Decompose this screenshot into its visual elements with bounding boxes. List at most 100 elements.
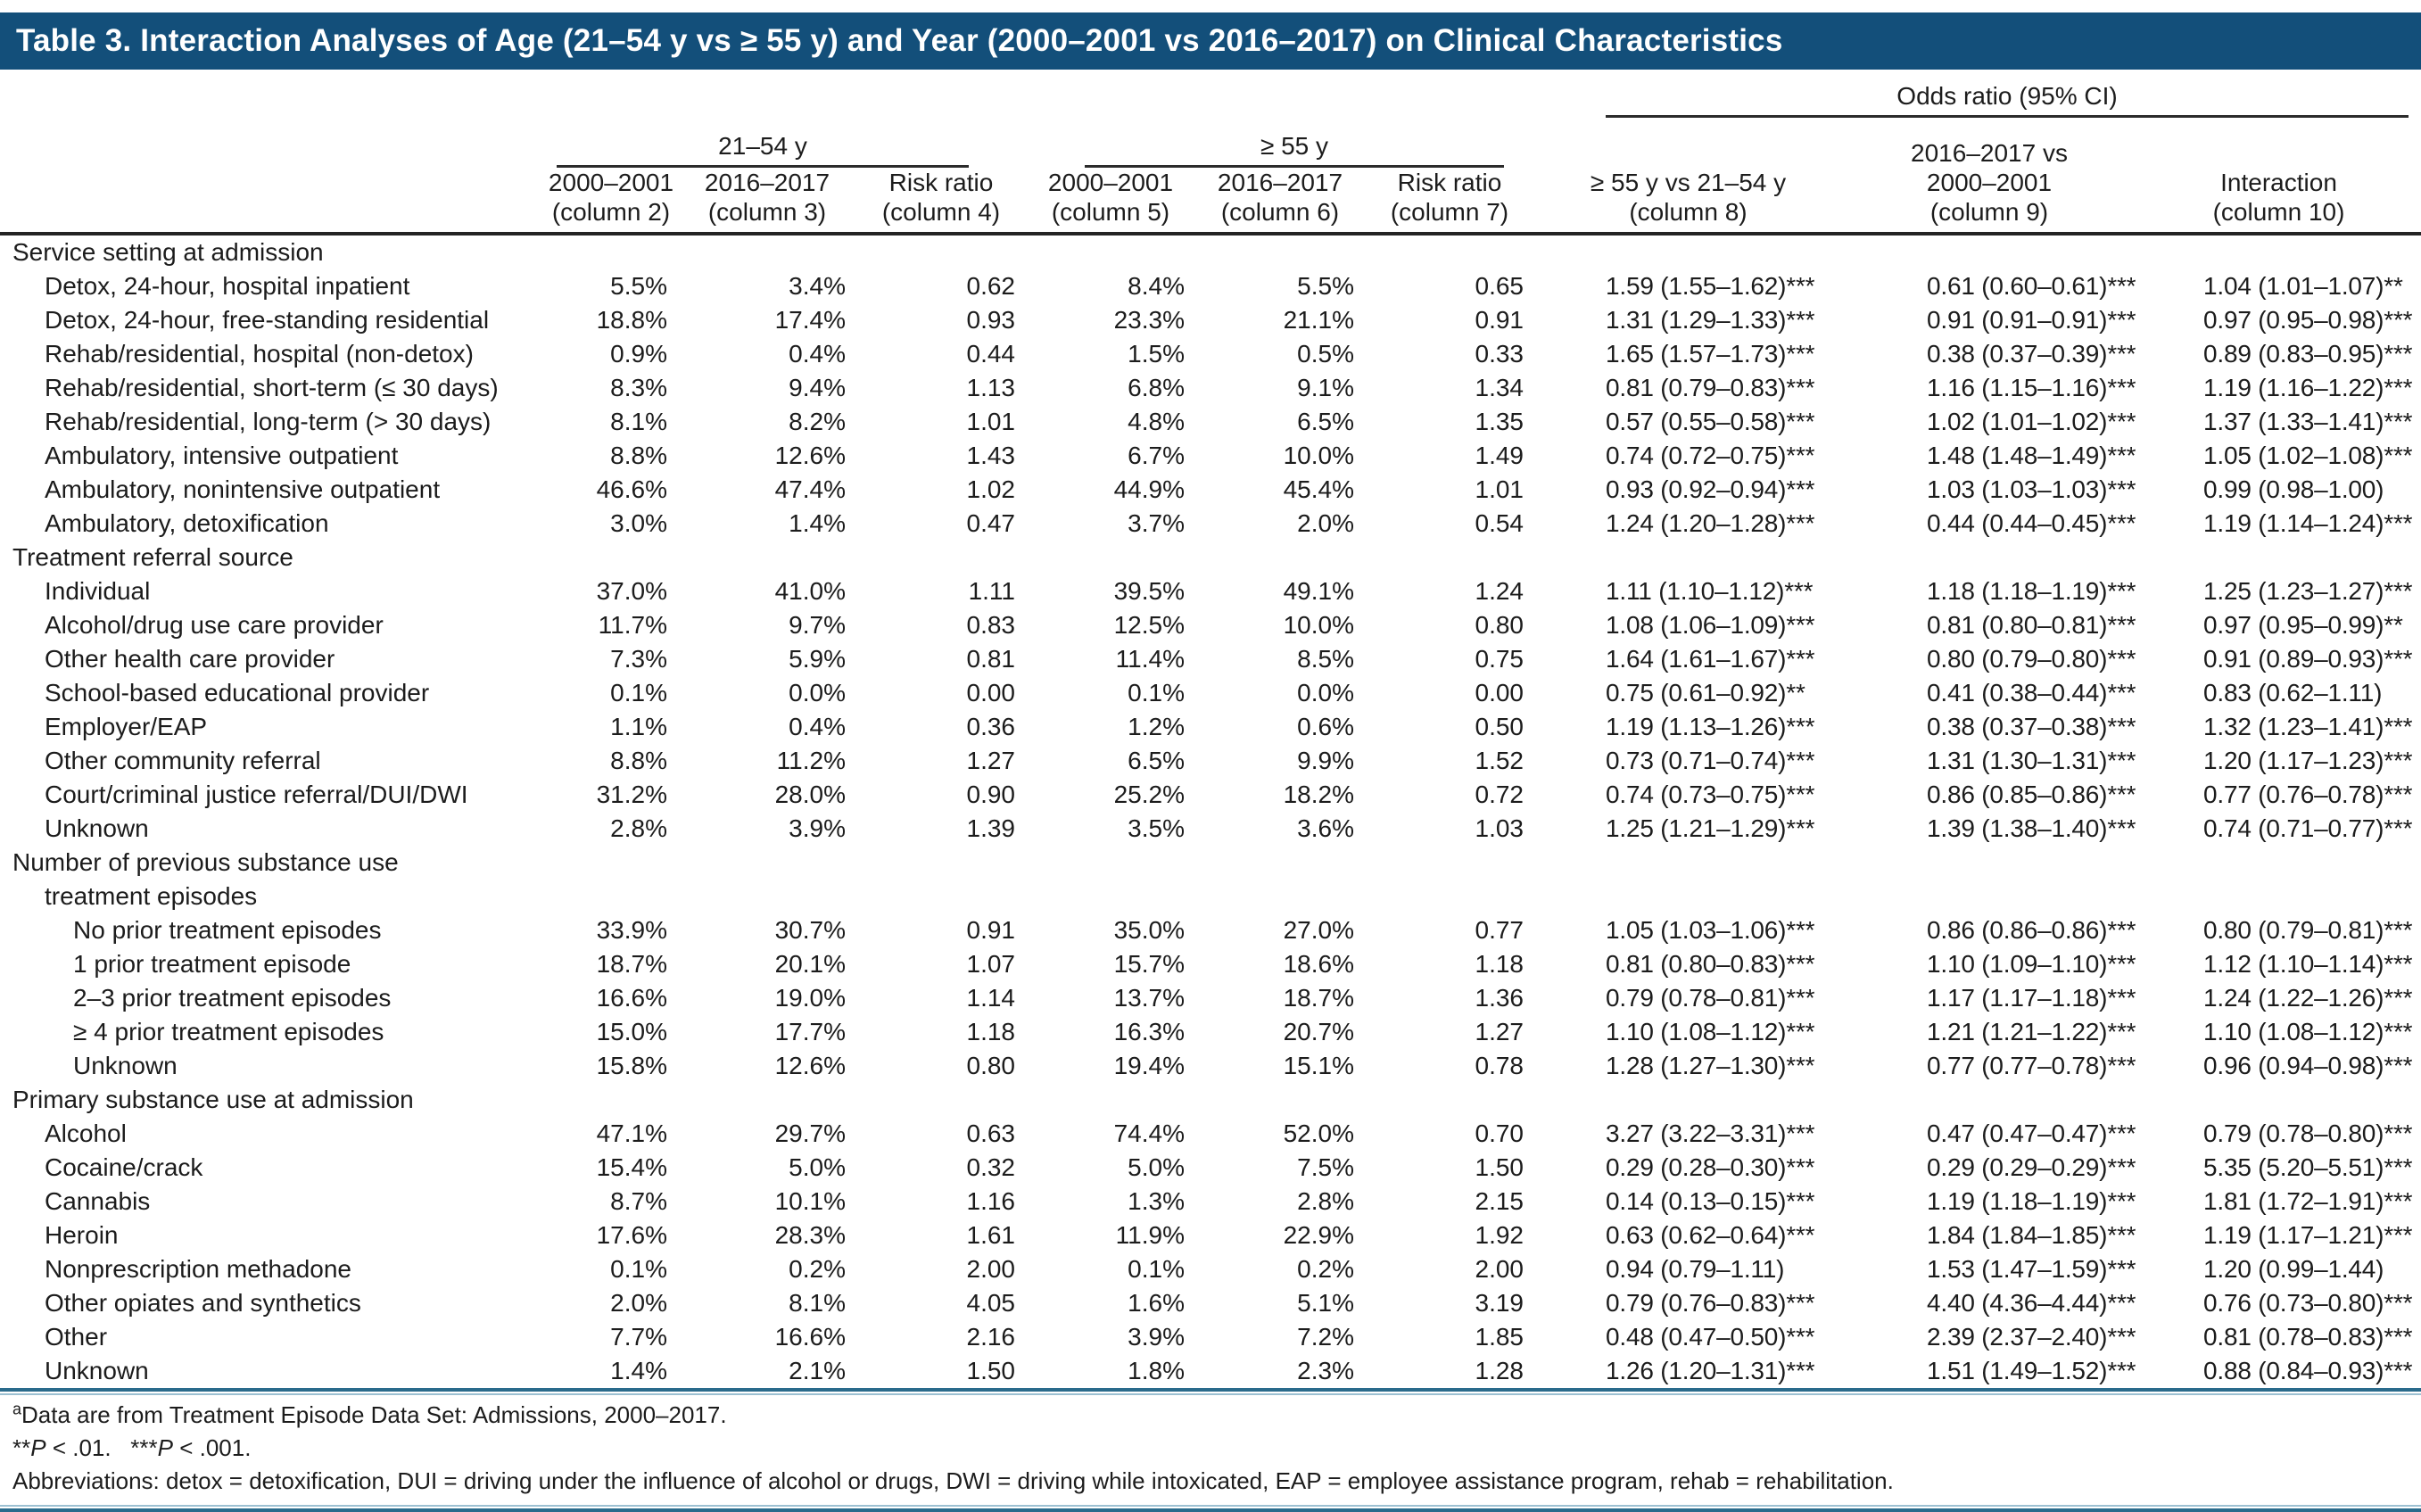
section-header-row: Primary substance use at admission [0, 1083, 2421, 1117]
row-label: 2–3 prior treatment episodes [73, 984, 392, 1012]
cell-column-4: 1.16 [966, 1187, 1016, 1215]
cell-column-7: 0.72 [1475, 781, 1524, 808]
age-21-54-group-header: 21–54 y [544, 118, 1026, 168]
column-header-line: (column 5) [1051, 198, 1170, 226]
column-header-line: (column 9) [1929, 198, 2049, 226]
table-row: Ambulatory, detoxification 3.0% 1.4% 0.47 3.… [0, 507, 2421, 541]
cell-column-2: 15.8% [596, 1052, 667, 1079]
footnote-pvalue-p: P [30, 1434, 46, 1461]
cell-column-10: 1.10 (1.08–1.12)*** [2203, 1018, 2413, 1045]
cell-column-5: 0.1% [1128, 1255, 1185, 1283]
cell-column-10: 1.81 (1.72–1.91)*** [2203, 1187, 2413, 1215]
row-label: Detox, 24-hour, free-standing residentia… [45, 306, 490, 334]
cell-column-7: 0.65 [1475, 272, 1524, 300]
column-header-line: 2016–2017 [1217, 169, 1343, 196]
row-label: No prior treatment episodes [73, 916, 382, 944]
cell-column-3: 10.1% [774, 1187, 846, 1215]
cell-column-2: 37.0% [596, 577, 667, 605]
cell-column-6: 52.0% [1283, 1120, 1354, 1147]
cell-column-10: 0.79 (0.78–0.80)*** [2203, 1120, 2413, 1147]
cell-column-9: 1.16 (1.15–1.16)*** [1927, 374, 2136, 401]
cell-column-9: 1.19 (1.18–1.19)*** [1927, 1187, 2136, 1215]
cell-column-6: 3.6% [1297, 814, 1354, 842]
column-4-header: Risk ratio (column 4) [856, 168, 1026, 235]
table-row: Alcohol/drug use care provider 11.7% 9.7% 0… [0, 608, 2421, 642]
cell-column-2: 8.8% [610, 747, 667, 774]
column-header-line: (column 2) [551, 198, 671, 226]
cell-column-2: 8.8% [610, 442, 667, 469]
cell-column-6: 22.9% [1283, 1221, 1354, 1249]
cell-column-7: 0.33 [1475, 340, 1524, 368]
column-10-header: Interaction (column 10) [2136, 118, 2421, 235]
column-6-header: 2016–2017 (column 6) [1195, 168, 1365, 235]
column-header-line: 2000–2001 [1047, 169, 1174, 196]
cell-column-9: 0.80 (0.79–0.80)*** [1927, 645, 2136, 673]
cell-column-7: 0.91 [1475, 306, 1524, 334]
cell-column-9: 1.51 (1.49–1.52)*** [1927, 1357, 2136, 1384]
age-21-54-group-label: 21–54 y [718, 132, 807, 160]
cell-column-4: 0.90 [966, 781, 1016, 808]
table-row: Nonprescription methadone 0.1% 0.2% 2.00 0.1… [0, 1252, 2421, 1286]
cell-column-7: 1.50 [1475, 1153, 1524, 1181]
cell-column-6: 2.0% [1297, 509, 1354, 537]
table-end-rule [0, 1388, 2421, 1395]
cell-column-10: 0.74 (0.71–0.77)*** [2203, 814, 2413, 842]
column-header-line: 2000–2001 [548, 169, 674, 196]
cell-column-8: 1.31 (1.29–1.33)*** [1606, 306, 1815, 334]
table-row: Ambulatory, nonintensive outpatient 46.6%… [0, 473, 2421, 507]
cell-column-6: 0.6% [1297, 713, 1354, 740]
cell-column-6: 49.1% [1283, 577, 1354, 605]
table-row: Court/criminal justice referral/DUI/DWI 3… [0, 778, 2421, 812]
cell-column-2: 18.7% [596, 950, 667, 978]
row-label: Ambulatory, detoxification [45, 509, 329, 537]
cell-column-6: 9.9% [1297, 747, 1354, 774]
cell-column-4: 0.80 [966, 1052, 1016, 1079]
cell-column-3: 3.4% [789, 272, 846, 300]
bottom-rule-dark [0, 1508, 2421, 1512]
cell-column-10: 1.12 (1.10–1.14)*** [2203, 950, 2413, 978]
cell-column-7: 1.49 [1475, 442, 1524, 469]
cell-column-7: 1.28 [1475, 1357, 1524, 1384]
row-label: Rehab/residential, short-term (≤ 30 days… [45, 374, 499, 401]
cell-column-7: 1.34 [1475, 374, 1524, 401]
cell-column-3: 12.6% [774, 442, 846, 469]
row-label: Individual [45, 577, 151, 605]
cell-column-6: 20.7% [1283, 1018, 1354, 1045]
section-label: Treatment referral source [12, 543, 293, 571]
cell-column-10: 0.97 (0.95–0.99)** [2203, 611, 2403, 639]
footnote-pvalue-stars: *** [130, 1434, 158, 1461]
cell-column-6: 10.0% [1283, 611, 1354, 639]
cell-column-8: 1.59 (1.55–1.62)*** [1606, 272, 1815, 300]
cell-column-6: 2.8% [1297, 1187, 1354, 1215]
cell-column-7: 0.78 [1475, 1052, 1524, 1079]
column-8-header: ≥ 55 y vs 21–54 y (column 8) [1534, 118, 1842, 235]
cell-column-8: 0.29 (0.28–0.30)*** [1606, 1153, 1815, 1181]
table-end-rule-light [0, 1393, 2421, 1395]
cell-column-6: 21.1% [1283, 306, 1354, 334]
cell-column-2: 3.0% [610, 509, 667, 537]
bottom-rule [0, 1505, 2421, 1512]
cell-column-5: 15.7% [1113, 950, 1185, 978]
cell-column-3: 28.3% [774, 1221, 846, 1249]
cell-column-9: 0.86 (0.86–0.86)*** [1927, 916, 2136, 944]
row-label: Alcohol/drug use care provider [45, 611, 384, 639]
cell-column-9: 0.81 (0.80–0.81)*** [1927, 611, 2136, 639]
cell-column-10: 1.19 (1.17–1.21)*** [2203, 1221, 2413, 1249]
cell-column-2: 0.9% [610, 340, 667, 368]
cell-column-8: 1.26 (1.20–1.31)*** [1606, 1357, 1815, 1384]
footnote-abbreviations: Abbreviations: detox = detoxification, D… [12, 1467, 1894, 1494]
footnotes: aData are from Treatment Episode Data Se… [0, 1395, 2421, 1503]
cell-column-3: 28.0% [774, 781, 846, 808]
cell-column-3: 12.6% [774, 1052, 846, 1079]
section-header-row: Treatment referral source [0, 541, 2421, 574]
row-label: Ambulatory, nonintensive outpatient [45, 475, 441, 503]
cell-column-4: 1.61 [966, 1221, 1016, 1249]
footnote-pvalue-p: P [157, 1434, 173, 1461]
cell-column-10: 0.91 (0.89–0.93)*** [2203, 645, 2413, 673]
cell-column-5: 16.3% [1113, 1018, 1185, 1045]
cell-column-9: 0.41 (0.38–0.44)*** [1927, 679, 2136, 706]
cell-column-7: 0.80 [1475, 611, 1524, 639]
cell-column-10: 1.19 (1.14–1.24)*** [2203, 509, 2413, 537]
cell-column-7: 0.00 [1475, 679, 1524, 706]
